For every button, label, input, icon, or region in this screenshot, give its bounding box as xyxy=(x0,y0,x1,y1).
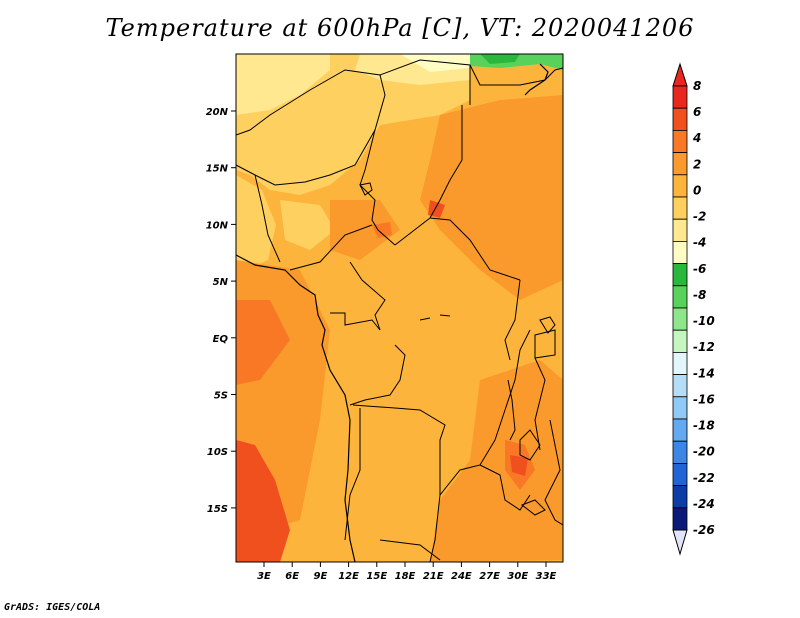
colorbar-label: 0 xyxy=(693,183,701,197)
lon-tick-label: 27E xyxy=(479,571,500,582)
chart-title: Temperature at 600hPa [C], VT: 202004120… xyxy=(105,14,695,42)
lon-tick-label: 21E xyxy=(423,571,444,582)
lat-tick-label: 5N xyxy=(213,277,229,288)
colorbar-segment xyxy=(672,263,688,287)
colorbar-segment xyxy=(672,507,688,531)
colorbar-label: 2 xyxy=(693,157,701,171)
colorbar-label: 4 xyxy=(692,131,701,145)
colorbar-label: -8 xyxy=(693,288,706,302)
lat-tick-label: 5S xyxy=(214,391,228,402)
colorbar-segment xyxy=(672,462,688,486)
colorbar-segment xyxy=(672,285,688,309)
colorbar-segment xyxy=(672,307,688,331)
temperature-field xyxy=(236,54,563,562)
colorbar-label: -22 xyxy=(693,471,715,485)
lat-tick-label: 15N xyxy=(206,164,229,175)
lat-tick-label: 20N xyxy=(206,107,229,118)
lat-tick-label: EQ xyxy=(213,334,229,345)
lon-tick-label: 9E xyxy=(314,571,328,582)
colorbar-segment xyxy=(672,485,688,509)
colorbar-label: -12 xyxy=(693,340,715,354)
lon-tick-label: 18E xyxy=(395,571,416,582)
colorbar-label: -20 xyxy=(693,445,715,459)
colorbar-label: -14 xyxy=(693,366,715,380)
colorbar-segment xyxy=(672,351,688,375)
colorbar-top-arrow xyxy=(672,62,688,87)
country-borders xyxy=(236,59,563,562)
colorbar-label: -10 xyxy=(693,314,715,328)
colorbar-segment xyxy=(672,329,688,353)
lon-tick-label: 33E xyxy=(536,571,557,582)
longitude-axis: 3E 6E 9E 12E 15E 18E 21E 24E 27E 30E 33E xyxy=(257,562,557,582)
colorbar-segment xyxy=(672,440,688,464)
colorbar-segment xyxy=(672,218,688,242)
colorbar-segment xyxy=(672,418,688,442)
lon-tick-label: 12E xyxy=(338,571,359,582)
colorbar-segment xyxy=(672,196,688,220)
colorbar-segment xyxy=(672,107,688,131)
colorbar-segment xyxy=(672,240,688,264)
colorbar-segment xyxy=(672,129,688,153)
colorbar-label: 6 xyxy=(693,105,701,119)
colorbar-label: -26 xyxy=(693,523,715,537)
lon-tick-label: 30E xyxy=(507,571,528,582)
colorbar-segment xyxy=(672,174,688,198)
colorbar-segment xyxy=(672,374,688,398)
colorbar: 8 6 4 2 0 -2 -4 -6 -8 -10 -12 -14 -16 -18 -20 -22 -24 -26 xyxy=(672,62,715,556)
lon-tick-label: 3E xyxy=(257,571,271,582)
colorbar-segment xyxy=(672,396,688,420)
colorbar-label: 8 xyxy=(693,79,701,93)
colorbar-label: -24 xyxy=(693,497,715,511)
lon-tick-label: 15E xyxy=(366,571,387,582)
latitude-axis: 20N 15N 10N 5N EQ 5S 10S 15S xyxy=(206,107,236,515)
map-frame xyxy=(235,53,564,563)
colorbar-segment xyxy=(672,85,688,109)
colorbar-label: -4 xyxy=(693,236,706,250)
colorbar-label: -6 xyxy=(693,262,706,276)
colorbar-segment xyxy=(672,152,688,176)
colorbar-label: -2 xyxy=(693,210,706,224)
colorbar-bottom-arrow xyxy=(672,529,688,556)
coastline xyxy=(236,63,549,562)
lon-tick-label: 24E xyxy=(451,571,472,582)
lon-tick-label: 6E xyxy=(285,571,299,582)
lat-tick-label: 10N xyxy=(206,220,229,231)
footer-credit: GrADS: IGES/COLA xyxy=(4,602,101,613)
lat-tick-label: 10S xyxy=(207,447,228,458)
lat-tick-label: 15S xyxy=(207,504,228,515)
colorbar-label: -16 xyxy=(693,392,715,406)
colorbar-label: -18 xyxy=(693,419,715,433)
lakes xyxy=(359,182,556,516)
